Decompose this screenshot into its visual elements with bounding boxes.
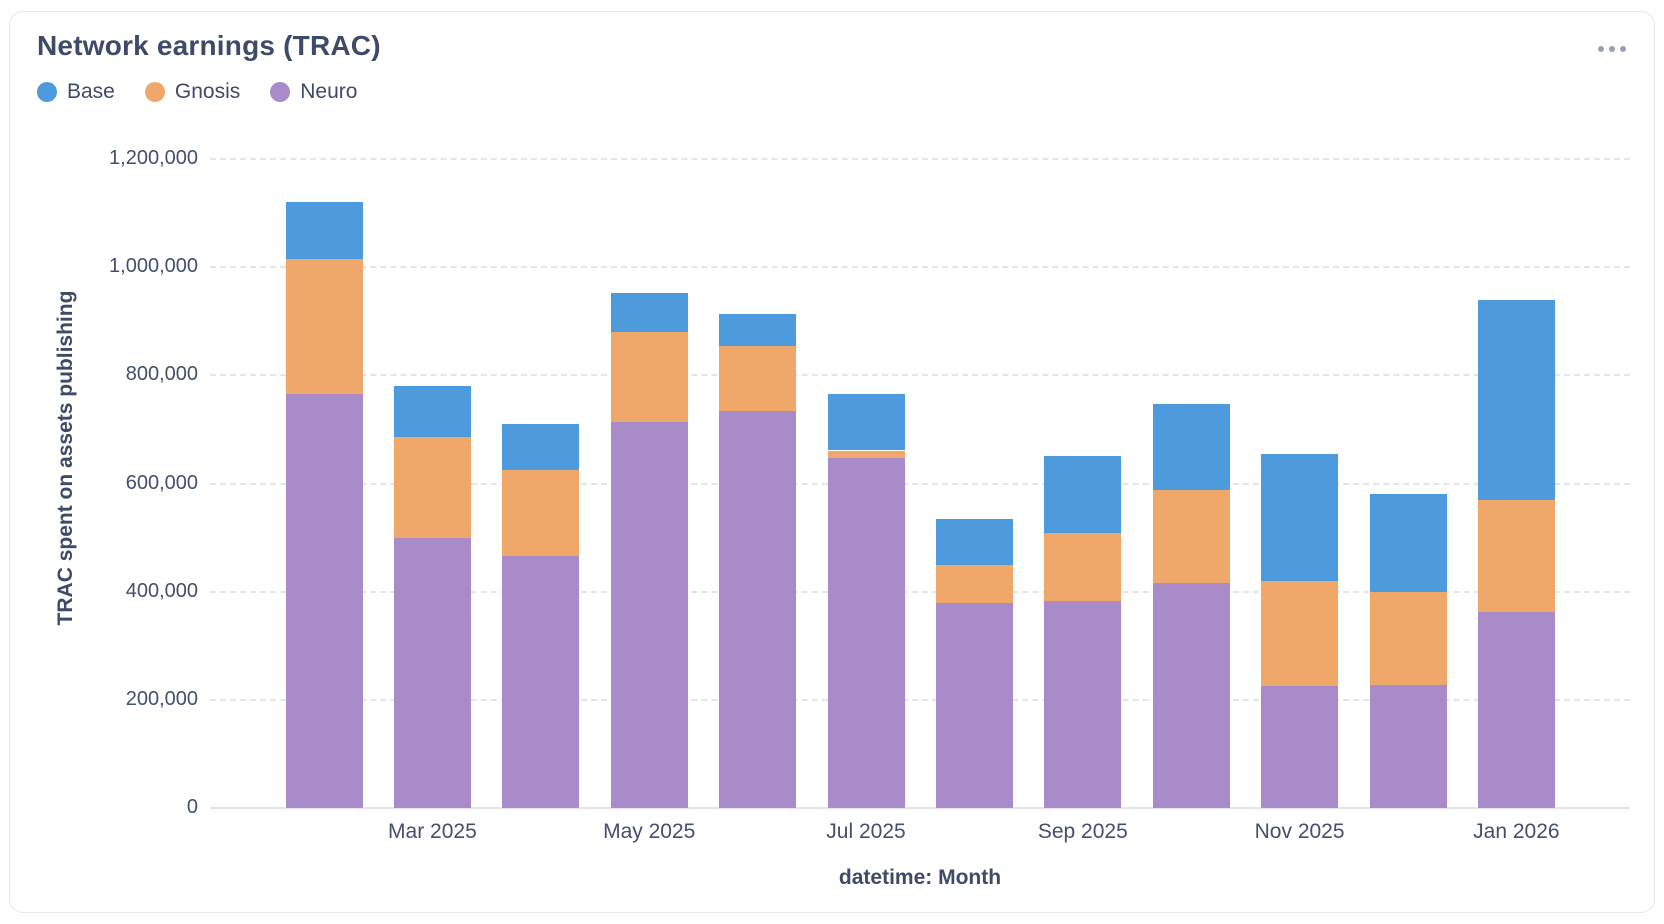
bar-segment-gnosis-aug-2025[interactable] bbox=[935, 565, 1013, 604]
x-tick-label: May 2025 bbox=[603, 820, 696, 843]
bar-segment-base-dec-2025[interactable] bbox=[1369, 493, 1447, 593]
legend-item-neuro[interactable]: Neuro bbox=[270, 80, 357, 104]
gridline-800000 bbox=[210, 374, 1630, 377]
bar-segment-gnosis-nov-2025[interactable] bbox=[1261, 581, 1339, 686]
x-tick-label: Nov 2025 bbox=[1254, 820, 1345, 843]
bar-segment-base-feb-2025[interactable] bbox=[285, 202, 363, 260]
x-axis-title: datetime: Month bbox=[838, 866, 1002, 889]
bar-segment-base-apr-2025[interactable] bbox=[502, 424, 580, 470]
bar-segment-neuro-aug-2025[interactable] bbox=[935, 603, 1013, 808]
bar-segment-base-nov-2025[interactable] bbox=[1261, 454, 1339, 582]
bar-segment-neuro-oct-2025[interactable] bbox=[1152, 583, 1230, 808]
bar-segment-base-may-2025[interactable] bbox=[610, 292, 688, 333]
legend-dot-icon bbox=[37, 82, 57, 102]
legend-label: Neuro bbox=[300, 80, 358, 103]
bar-segment-base-jan-2026[interactable] bbox=[1477, 299, 1555, 501]
bar-segment-gnosis-may-2025[interactable] bbox=[610, 332, 688, 423]
bar-segment-neuro-nov-2025[interactable] bbox=[1261, 685, 1339, 808]
x-tick-label: Mar 2025 bbox=[388, 820, 477, 843]
gridline-600000 bbox=[210, 482, 1630, 485]
gridline-1000000 bbox=[210, 266, 1630, 269]
bar-segment-neuro-apr-2025[interactable] bbox=[502, 555, 580, 808]
bar-segment-neuro-mar-2025[interactable] bbox=[393, 537, 471, 808]
more-options-button[interactable] bbox=[1586, 36, 1638, 62]
bar-segment-base-sep-2025[interactable] bbox=[1044, 455, 1122, 533]
bar-segment-base-jul-2025[interactable] bbox=[827, 393, 905, 451]
y-tick-label: 200,000 bbox=[125, 687, 198, 710]
legend-item-gnosis[interactable]: Gnosis bbox=[144, 80, 241, 104]
gridline-200000 bbox=[210, 698, 1630, 701]
y-axis-title: TRAC spent on assets publishing bbox=[54, 290, 77, 626]
y-tick-label: 600,000 bbox=[125, 471, 198, 494]
ellipsis-icon bbox=[1598, 46, 1604, 52]
bar-segment-gnosis-mar-2025[interactable] bbox=[393, 437, 471, 538]
bar-segment-neuro-jan-2026[interactable] bbox=[1477, 612, 1555, 808]
bar-segment-gnosis-jun-2025[interactable] bbox=[719, 345, 797, 411]
bar-segment-neuro-sep-2025[interactable] bbox=[1044, 601, 1122, 808]
bar-segment-neuro-jul-2025[interactable] bbox=[827, 457, 905, 808]
bar-segment-gnosis-jul-2025[interactable] bbox=[827, 450, 905, 458]
y-tick-label: 1,200,000 bbox=[109, 147, 198, 169]
ellipsis-icon bbox=[1620, 46, 1626, 52]
bar-segment-gnosis-jan-2026[interactable] bbox=[1477, 500, 1555, 613]
y-tick-label: 400,000 bbox=[125, 579, 198, 602]
bar-segment-neuro-feb-2025[interactable] bbox=[285, 394, 363, 808]
gridline-1200000 bbox=[210, 158, 1630, 160]
bar-segment-neuro-jun-2025[interactable] bbox=[719, 411, 797, 808]
bar-segment-base-jun-2025[interactable] bbox=[719, 314, 797, 346]
bar-segment-gnosis-dec-2025[interactable] bbox=[1369, 592, 1447, 685]
y-tick-label: 0 bbox=[186, 796, 198, 818]
x-tick-label: Jul 2025 bbox=[826, 820, 906, 843]
legend-label: Base bbox=[67, 80, 115, 103]
legend-dot-icon bbox=[144, 82, 165, 102]
y-tick-label: 800,000 bbox=[125, 363, 198, 386]
legend: Base Gnosis Neuro bbox=[37, 80, 357, 104]
bar-segment-base-oct-2025[interactable] bbox=[1152, 404, 1230, 490]
bar-segment-gnosis-apr-2025[interactable] bbox=[502, 470, 580, 556]
legend-item-base[interactable]: Base bbox=[37, 80, 115, 104]
bar-segment-gnosis-feb-2025[interactable] bbox=[285, 259, 363, 395]
chart-title: Network earnings (TRAC) bbox=[37, 30, 381, 61]
x-tick-label: Jan 2026 bbox=[1473, 820, 1560, 843]
legend-dot-icon bbox=[270, 82, 291, 102]
gridline-400000 bbox=[210, 590, 1630, 593]
y-tick-label: 1,000,000 bbox=[109, 255, 198, 278]
bar-segment-neuro-may-2025[interactable] bbox=[610, 422, 688, 808]
legend-label: Gnosis bbox=[174, 80, 241, 103]
bar-segment-gnosis-sep-2025[interactable] bbox=[1044, 532, 1122, 602]
bar-segment-neuro-dec-2025[interactable] bbox=[1369, 684, 1447, 808]
bar-segment-base-aug-2025[interactable] bbox=[935, 519, 1013, 566]
x-tick-label: Sep 2025 bbox=[1037, 820, 1128, 843]
x-axis-line bbox=[210, 807, 1630, 809]
ellipsis-icon bbox=[1609, 46, 1615, 52]
bar-segment-gnosis-oct-2025[interactable] bbox=[1152, 489, 1230, 583]
bar-segment-base-mar-2025[interactable] bbox=[393, 385, 471, 437]
